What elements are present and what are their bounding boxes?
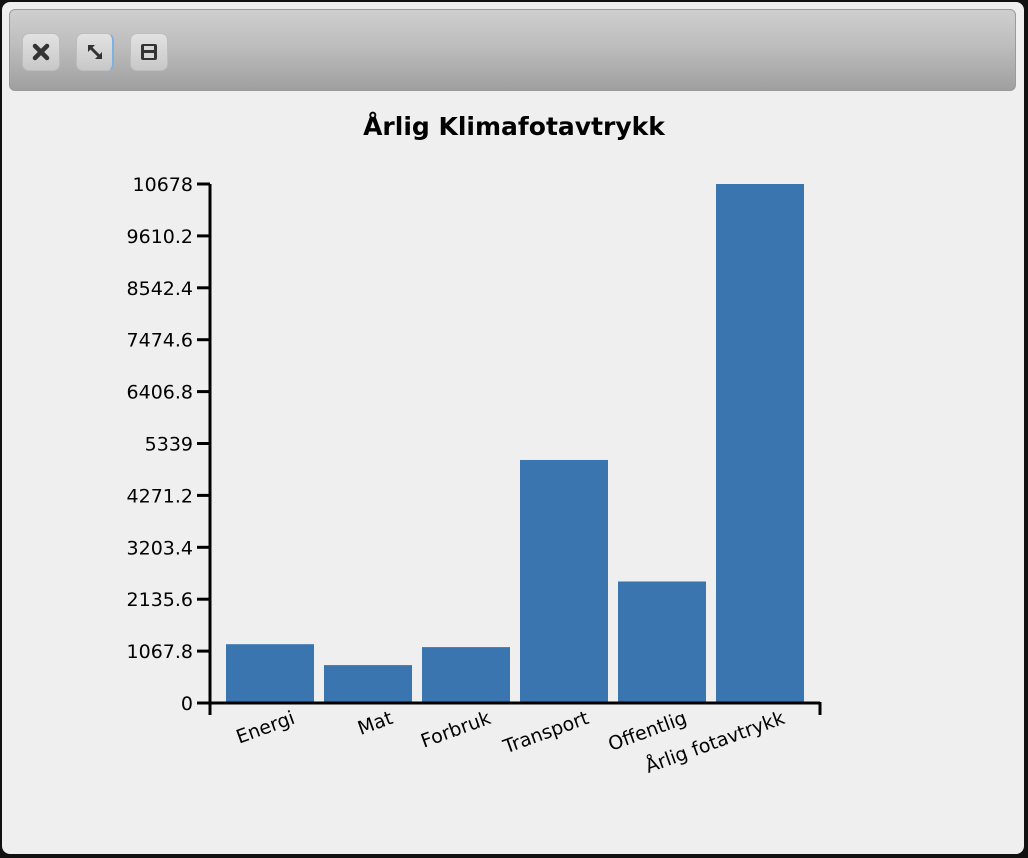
y-tick-label: 7474.6 <box>127 330 193 352</box>
x-tick-label: Forbruk <box>418 707 494 753</box>
y-tick-label: 6406.8 <box>127 382 193 404</box>
bar-5 <box>618 581 706 703</box>
bar-3 <box>422 647 510 703</box>
chart-title: Årlig Klimafotavtrykk <box>363 112 666 141</box>
y-tick-label: 2135.6 <box>127 589 193 611</box>
y-tick-label: 3203.4 <box>127 537 193 559</box>
y-tick-label: 1067.8 <box>127 641 193 663</box>
x-tick-label: Mat <box>355 707 396 740</box>
y-tick-label: 8542.4 <box>127 278 193 300</box>
y-tick-label: 0 <box>181 693 193 715</box>
bar-4 <box>520 459 608 703</box>
resize-icon <box>85 42 105 62</box>
resize-button[interactable] <box>76 33 114 71</box>
x-tick-label: Transport <box>499 707 591 759</box>
x-tick-label: Energi <box>233 707 297 748</box>
y-tick-label: 5339 <box>145 434 193 456</box>
close-icon <box>31 42 51 62</box>
toolbar <box>9 9 1016 91</box>
y-tick-label: 9610.2 <box>127 226 193 248</box>
save-icon <box>139 42 159 62</box>
bar-2 <box>324 665 412 703</box>
y-axis-ticks: 0 1067.8 2135.6 3203.4 4271.2 5339 6406.8 7474.… <box>127 174 210 715</box>
bars <box>226 184 804 703</box>
save-button[interactable] <box>130 33 168 71</box>
bar-6 <box>716 184 804 703</box>
bar-1 <box>226 644 314 703</box>
close-button[interactable] <box>22 33 60 71</box>
y-tick-label: 10678 <box>133 174 193 196</box>
x-axis-ticks: Energi Mat Forbruk Transport OffentligÅrlig … <box>233 706 787 778</box>
y-tick-label: 4271.2 <box>127 485 193 507</box>
